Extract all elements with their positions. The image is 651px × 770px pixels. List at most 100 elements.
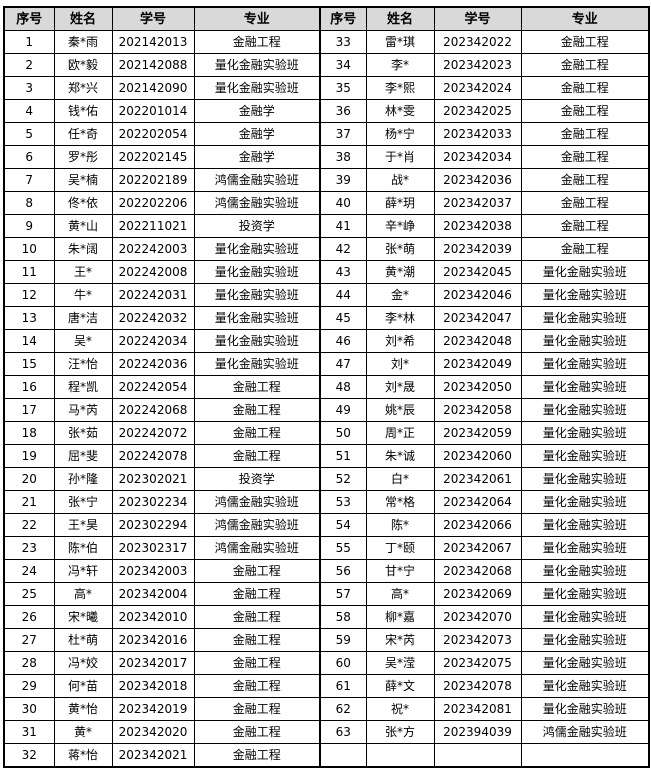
- name-cell-right: 李*: [365, 53, 435, 77]
- major-cell-right: 鸿儒金融实验班: [520, 720, 650, 744]
- student-id-cell-left: 202342003: [111, 559, 195, 583]
- student-id-cell-right: 202342047: [433, 306, 522, 330]
- serial-cell-left: 24: [3, 559, 55, 583]
- major-cell-right: 量化金融实验班: [520, 260, 650, 284]
- major-cell-right: 金融工程: [520, 214, 650, 238]
- name-cell-left: 罗*彤: [53, 145, 113, 169]
- major-cell-right: 量化金融实验班: [520, 651, 650, 675]
- major-cell-left: 金融工程: [193, 674, 321, 698]
- student-id-cell-right: 202342037: [433, 191, 522, 215]
- serial-cell-left: 11: [3, 260, 55, 284]
- serial-cell-left: 14: [3, 329, 55, 353]
- major-cell-right: 量化金融实验班: [520, 628, 650, 652]
- table-row: 9 黄*山 202211021 投资学 41 辛*峥 202342038 金融工程: [3, 214, 650, 238]
- major-cell-right: 量化金融实验班: [520, 467, 650, 491]
- major-cell-right: 金融工程: [520, 30, 650, 54]
- serial-cell-left: 29: [3, 674, 55, 698]
- student-id-cell-right: 202342061: [433, 467, 522, 491]
- student-id-cell-left: 202242036: [111, 352, 195, 376]
- student-id-cell-right: 202342078: [433, 674, 522, 698]
- student-id-cell-left: 202242054: [111, 375, 195, 399]
- serial-cell-left: 4: [3, 99, 55, 123]
- major-cell-right: 金融工程: [520, 53, 650, 77]
- serial-cell-right: 54: [319, 513, 367, 537]
- student-id-cell-left: 202242008: [111, 260, 195, 284]
- table-row: 28 冯*姣 202342017 金融工程 60 吴*滢 202342075 量化金融实验班: [3, 651, 650, 675]
- name-cell-right: 祝*: [365, 697, 435, 721]
- serial-cell-right: 60: [319, 651, 367, 675]
- student-id-cell-left: 202342016: [111, 628, 195, 652]
- name-cell-left: 钱*佑: [53, 99, 113, 123]
- table-row: 26 宋*曦 202342010 金融工程 58 柳*嘉 202342070 量化金融实验班: [3, 605, 650, 629]
- name-cell-left: 张*宁: [53, 490, 113, 514]
- major-cell-right: 金融工程: [520, 99, 650, 123]
- serial-cell-left: 31: [3, 720, 55, 744]
- student-id-cell-right: 202342036: [433, 168, 522, 192]
- student-id-cell-right: 202342025: [433, 99, 522, 123]
- student-id-cell-left: 202302317: [111, 536, 195, 560]
- serial-cell-right: 52: [319, 467, 367, 491]
- name-cell-right: 林*雯: [365, 99, 435, 123]
- student-id-cell-left: 202242003: [111, 237, 195, 261]
- major-cell-left: 鸿儒金融实验班: [193, 168, 321, 192]
- serial-cell-left: 26: [3, 605, 55, 629]
- name-cell-right: 丁*颐: [365, 536, 435, 560]
- serial-cell-left: 1: [3, 30, 55, 54]
- student-id-cell-right: 202342081: [433, 697, 522, 721]
- student-id-cell-right: 202342033: [433, 122, 522, 146]
- serial-cell-right: 49: [319, 398, 367, 422]
- major-cell-right: 量化金融实验班: [520, 697, 650, 721]
- name-cell-right: 高*: [365, 582, 435, 606]
- serial-cell-right: 56: [319, 559, 367, 583]
- student-id-cell-left: 202202145: [111, 145, 195, 169]
- serial-cell-left: 25: [3, 582, 55, 606]
- major-cell-right: 量化金融实验班: [520, 582, 650, 606]
- major-cell-left: 金融工程: [193, 582, 321, 606]
- name-cell-left: 王*昊: [53, 513, 113, 537]
- name-cell-left: 欧*毅: [53, 53, 113, 77]
- major-cell-right: 量化金融实验班: [520, 375, 650, 399]
- major-cell-left: 金融工程: [193, 720, 321, 744]
- name-cell-right: 姚*辰: [365, 398, 435, 422]
- name-cell-right: 辛*峥: [365, 214, 435, 238]
- table-row: 10 朱*阔 202242003 量化金融实验班 42 张*萌 202342039 金融工程: [3, 237, 650, 261]
- major-cell-right: 金融工程: [520, 145, 650, 169]
- serial-cell-right: 63: [319, 720, 367, 744]
- table-row: 6 罗*彤 202202145 金融学 38 于*肖 202342034 金融工程: [3, 145, 650, 169]
- serial-cell-left: 22: [3, 513, 55, 537]
- name-cell-right: 周*正: [365, 421, 435, 445]
- name-cell-right: 常*格: [365, 490, 435, 514]
- serial-cell-left: 32: [3, 743, 55, 768]
- student-id-cell-left: 202142013: [111, 30, 195, 54]
- major-cell-left: 投资学: [193, 214, 321, 238]
- name-cell-left: 吴*: [53, 329, 113, 353]
- major-cell-left: 量化金融实验班: [193, 329, 321, 353]
- serial-cell-left: 18: [3, 421, 55, 445]
- name-cell-left: 何*苗: [53, 674, 113, 698]
- header-name-left: 姓名: [53, 6, 113, 31]
- major-cell-right: 量化金融实验班: [520, 444, 650, 468]
- name-cell-left: 吴*楠: [53, 168, 113, 192]
- major-cell-right: 金融工程: [520, 168, 650, 192]
- name-cell-right: 刘*希: [365, 329, 435, 353]
- table-row: 3 郑*兴 202142090 量化金融实验班 35 李*熙 202342024 金融工程: [3, 76, 650, 100]
- name-cell-right: 薛*文: [365, 674, 435, 698]
- major-cell-right: 金融工程: [520, 191, 650, 215]
- name-cell-right: [365, 743, 435, 768]
- name-cell-right: 于*肖: [365, 145, 435, 169]
- student-id-cell-left: 202142090: [111, 76, 195, 100]
- student-id-cell-right: 202342046: [433, 283, 522, 307]
- serial-cell-right: 55: [319, 536, 367, 560]
- table-row: 22 王*昊 202302294 鸿儒金融实验班 54 陈* 202342066 量化金融实验…: [3, 513, 650, 537]
- serial-cell-left: 2: [3, 53, 55, 77]
- name-cell-right: 张*方: [365, 720, 435, 744]
- name-cell-right: 刘*晟: [365, 375, 435, 399]
- serial-cell-left: 21: [3, 490, 55, 514]
- student-id-cell-left: 202302234: [111, 490, 195, 514]
- header-major-left: 专业: [193, 6, 321, 31]
- major-cell-left: 量化金融实验班: [193, 283, 321, 307]
- name-cell-left: 任*奇: [53, 122, 113, 146]
- header-row: 序号 姓名 学号 专业 序号 姓名 学号 专业: [3, 6, 650, 31]
- student-id-cell-right: 202342066: [433, 513, 522, 537]
- major-cell-left: 投资学: [193, 467, 321, 491]
